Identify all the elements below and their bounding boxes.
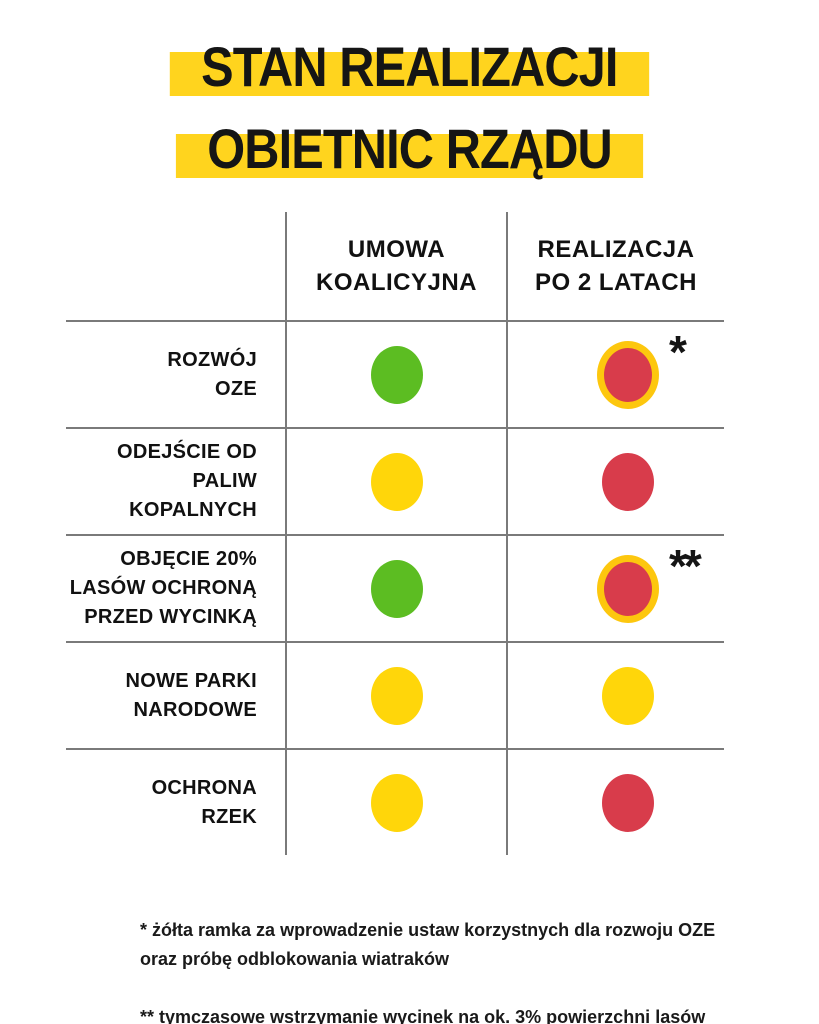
cell-umowa-koalicyjna bbox=[285, 536, 506, 641]
title-line-2: OBIETNIC RZĄDU bbox=[207, 117, 613, 180]
cell-umowa-koalicyjna bbox=[285, 322, 506, 427]
table-row: ODEJŚCIE OD PALIW KOPALNYCH bbox=[66, 429, 724, 536]
status-dot-umowa bbox=[370, 452, 423, 511]
promises-status-table: UMOWA KOALICYJNA REALIZACJA PO 2 LATACH … bbox=[66, 212, 724, 855]
status-dot-umowa bbox=[370, 559, 423, 618]
row-label: OCHRONA RZEK bbox=[151, 776, 257, 828]
row-label: ODEJŚCIE OD PALIW KOPALNYCH bbox=[117, 441, 257, 521]
cell-umowa-koalicyjna bbox=[285, 429, 506, 534]
status-dot-realizacja bbox=[602, 666, 654, 725]
status-dot-umowa bbox=[370, 666, 423, 725]
table-row: OCHRONA RZEK bbox=[66, 750, 724, 855]
status-dot-realizacja bbox=[597, 340, 659, 409]
status-dot-realizacja bbox=[597, 554, 659, 623]
poster-title: STAN REALIZACJI OBIETNIC RZĄDU bbox=[0, 39, 819, 178]
title-highlight-bar-1: STAN REALIZACJI bbox=[169, 39, 650, 96]
status-dot-umowa bbox=[370, 773, 423, 832]
cell-realizacja-po-2-latach bbox=[506, 643, 724, 748]
header-empty-cell bbox=[66, 212, 285, 320]
footnotes: * żółta ramka za wprowadzenie ustaw korz… bbox=[140, 887, 739, 1024]
footnote-marker: ** bbox=[669, 539, 702, 592]
status-dot-realizacja bbox=[602, 773, 654, 832]
table-row: NOWE PARKI NARODOWE bbox=[66, 643, 724, 750]
title-highlight-bar-2: OBIETNIC RZĄDU bbox=[175, 121, 644, 178]
row-label: NOWE PARKI NARODOWE bbox=[125, 669, 257, 721]
cell-realizacja-po-2-latach: * bbox=[506, 322, 724, 427]
row-label: ROZWÓJ OZE bbox=[167, 348, 257, 400]
column-header-umowa-koalicyjna: UMOWA KOALICYJNA bbox=[285, 212, 506, 320]
cell-realizacja-po-2-latach bbox=[506, 429, 724, 534]
column-header-realizacja-po-2-latach: REALIZACJA PO 2 LATACH bbox=[506, 212, 724, 320]
table-header-row: UMOWA KOALICYJNA REALIZACJA PO 2 LATACH bbox=[66, 212, 724, 322]
cell-realizacja-po-2-latach bbox=[506, 750, 724, 855]
cell-umowa-koalicyjna bbox=[285, 643, 506, 748]
cell-umowa-koalicyjna bbox=[285, 750, 506, 855]
table-row: ROZWÓJ OZE * bbox=[66, 322, 724, 429]
status-dot-realizacja bbox=[602, 452, 654, 511]
cell-realizacja-po-2-latach: ** bbox=[506, 536, 724, 641]
status-dot-umowa bbox=[370, 345, 423, 404]
footnote-1: * żółta ramka za wprowadzenie ustaw korz… bbox=[140, 920, 716, 969]
row-label: OBJĘCIE 20% LASÓW OCHRONĄ PRZED WYCINKĄ bbox=[69, 548, 257, 628]
footnote-marker: * bbox=[669, 325, 687, 378]
table-row: OBJĘCIE 20% LASÓW OCHRONĄ PRZED WYCINKĄ … bbox=[66, 536, 724, 643]
footnote-2: ** tymczasowe wstrzymanie wycinek na ok.… bbox=[140, 1007, 706, 1024]
title-line-1: STAN REALIZACJI bbox=[201, 35, 618, 98]
